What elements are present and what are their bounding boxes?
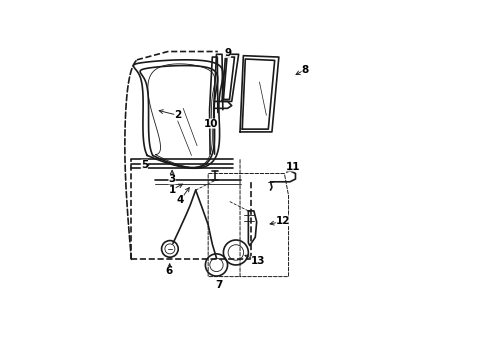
- Text: 1: 1: [169, 185, 176, 194]
- Text: 11: 11: [286, 162, 300, 172]
- Text: 6: 6: [166, 266, 173, 276]
- Text: 10: 10: [204, 118, 218, 129]
- Text: 3: 3: [169, 174, 176, 184]
- Text: 8: 8: [301, 64, 309, 75]
- Text: 13: 13: [251, 256, 265, 266]
- Text: 5: 5: [141, 159, 148, 170]
- Text: 7: 7: [216, 280, 223, 290]
- Text: 2: 2: [174, 110, 181, 120]
- Text: 12: 12: [276, 216, 290, 226]
- Text: 4: 4: [177, 195, 184, 205]
- Text: 9: 9: [224, 48, 231, 58]
